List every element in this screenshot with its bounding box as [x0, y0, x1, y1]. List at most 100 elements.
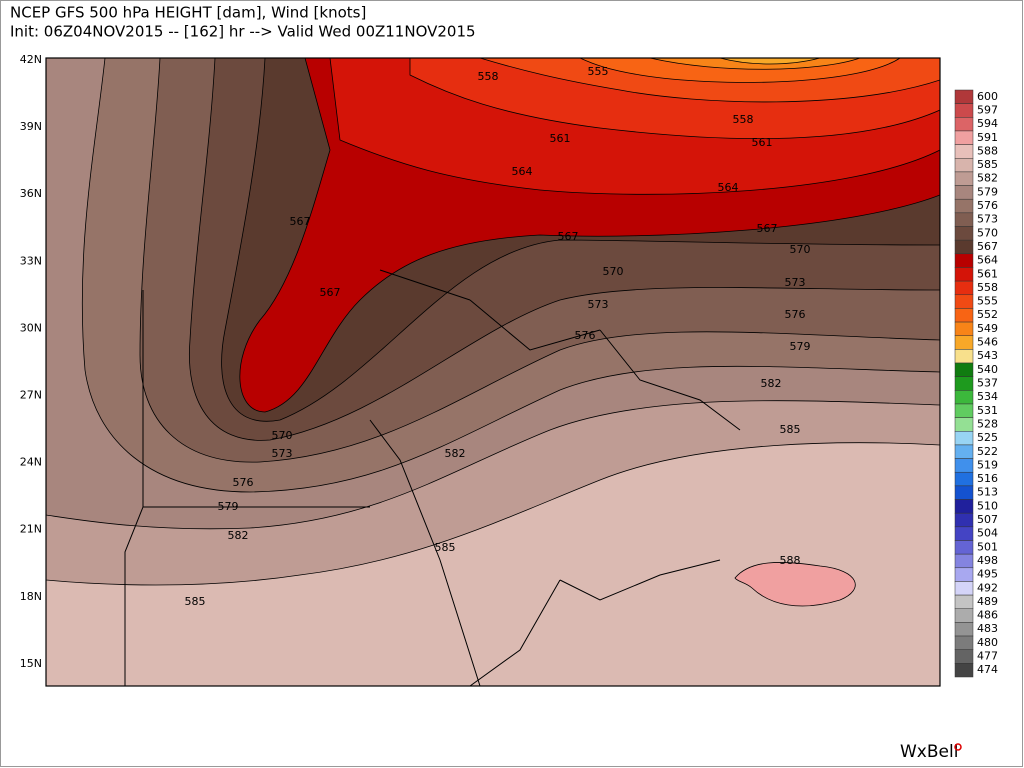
contour-label: 579 [790, 340, 811, 353]
colorbar-label: 549 [977, 322, 998, 335]
contour-label: 585 [435, 541, 456, 554]
colorbar-label: 558 [977, 281, 998, 294]
colorbar-label: 534 [977, 390, 998, 403]
lat-label: 18N [20, 590, 42, 603]
colorbar-label: 537 [977, 377, 998, 390]
colorbar-label: 579 [977, 185, 998, 198]
colorbar-cell [954, 485, 974, 500]
colorbar-cell [954, 594, 974, 609]
colorbar-label: 546 [977, 336, 998, 349]
colorbar-cell [954, 335, 974, 350]
logo: WxBell [900, 742, 958, 762]
contour-label: 573 [272, 447, 293, 460]
colorbar-cell [954, 512, 974, 528]
colorbar-label: 507 [977, 513, 998, 526]
lat-label: 15N [20, 657, 42, 670]
contour-label: 564 [512, 165, 533, 178]
contour-label: 558 [733, 113, 754, 126]
colorbar-cell [954, 185, 974, 200]
lat-label: 21N [20, 523, 42, 536]
contour-label: 588 [780, 554, 801, 567]
colorbar-cell [954, 540, 974, 555]
colorbar-label: 552 [977, 308, 998, 321]
colorbar-label: 597 [977, 103, 998, 116]
contour-label: 576 [575, 329, 596, 342]
contour-label: 567 [558, 230, 579, 243]
colorbar-cell [954, 444, 974, 459]
colorbar-cell [954, 144, 974, 159]
contour-label: 564 [718, 181, 739, 194]
contour-label: 561 [752, 136, 773, 149]
colorbar-cell [954, 635, 974, 650]
colorbar-cell [954, 321, 974, 336]
colorbar-label: 477 [977, 650, 998, 663]
colorbar-cell [954, 431, 974, 446]
colorbar-cell [954, 103, 974, 118]
colorbar-cell [954, 280, 974, 296]
colorbar-label: 585 [977, 158, 998, 171]
colorbar-label: 519 [977, 458, 998, 471]
colorbar-cell [954, 622, 974, 637]
lat-label: 36N [20, 187, 42, 200]
lat-label: 24N [20, 456, 42, 469]
colorbar-label: 594 [977, 117, 998, 130]
contour-label: 585 [780, 423, 801, 436]
logo-dot [954, 743, 962, 751]
colorbar-label: 504 [977, 527, 998, 540]
subtitle: Init: 06Z04NOV2015 -- [162] hr --> Valid… [10, 23, 476, 41]
colorbar-label: 600 [977, 90, 998, 103]
colorbar-label: 570 [977, 226, 998, 239]
contour-label: 561 [550, 132, 571, 145]
lat-label: 30N [20, 321, 42, 334]
contour-label: 558 [478, 70, 499, 83]
colorbar-label: 513 [977, 486, 998, 499]
title: NCEP GFS 500 hPa HEIGHT [dam], Wind [kno… [10, 4, 366, 22]
colorbar-label: 489 [977, 595, 998, 608]
contour-label: 576 [233, 476, 254, 489]
contour-label: 567 [320, 286, 341, 299]
colorbar-cell [954, 390, 974, 405]
colorbar-label: 501 [977, 540, 998, 553]
colorbar-label: 525 [977, 431, 998, 444]
colorbar-label: 486 [977, 609, 998, 622]
colorbar-label: 588 [977, 144, 998, 157]
colorbar-cell [954, 158, 974, 173]
lat-label: 33N [20, 254, 42, 267]
lat-label: 42N [20, 53, 42, 66]
colorbar-cell [954, 499, 974, 514]
colorbar-cell [954, 212, 974, 227]
colorbar-cell [954, 239, 974, 255]
colorbar-cell [954, 117, 974, 132]
colorbar-cell [954, 362, 974, 377]
colorbar-label: 567 [977, 240, 998, 253]
colorbar-cell [954, 349, 974, 364]
colorbar-label: 510 [977, 499, 998, 512]
colorbar-cell [954, 171, 974, 186]
colorbar-cell [954, 417, 974, 432]
colorbar-cell [954, 89, 974, 104]
colorbar-label: 516 [977, 472, 998, 485]
colorbar-label: 591 [977, 131, 998, 144]
colorbar-cell [954, 567, 974, 582]
colorbar-cell [954, 581, 974, 596]
colorbar-label: 582 [977, 172, 998, 185]
colorbar-cell [954, 608, 974, 623]
contour-label: 570 [790, 243, 811, 256]
contour-label: 579 [218, 500, 239, 513]
contour-label: 567 [757, 222, 778, 235]
lat-label: 27N [20, 389, 42, 402]
colorbar-cell [954, 553, 974, 569]
map [46, 58, 940, 686]
colorbar-cell [954, 663, 974, 678]
colorbar-label: 573 [977, 213, 998, 226]
colorbar-cell [954, 471, 974, 487]
lat-label: 39N [20, 120, 42, 133]
colorbar-cell [954, 130, 974, 145]
contour-label: 582 [761, 377, 782, 390]
colorbar-cell [954, 526, 974, 541]
contour-label: 555 [588, 65, 609, 78]
colorbar-cell [954, 294, 974, 309]
colorbar-cell [954, 253, 974, 268]
colorbar-label: 561 [977, 267, 998, 280]
